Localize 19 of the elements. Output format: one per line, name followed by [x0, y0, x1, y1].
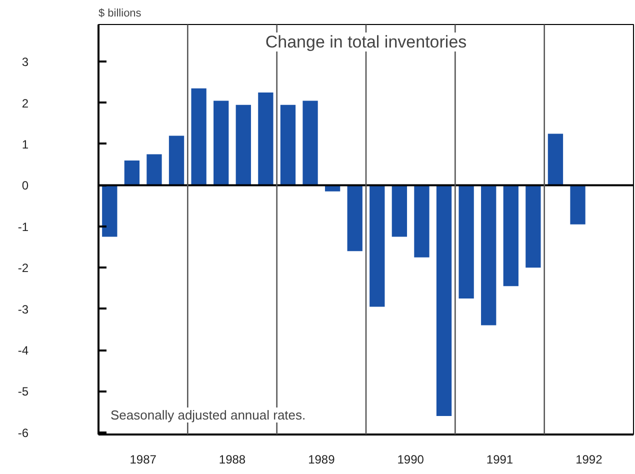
y-tick-label: 0 [22, 178, 29, 193]
text: Change in total inventories [265, 32, 467, 52]
x-tick-label: 1992 [576, 452, 603, 466]
x-tick-label: 1988 [218, 452, 246, 466]
y-axis-title: $ billions [98, 8, 142, 20]
y-tick-label: -6 [18, 426, 29, 440]
y-tick-label: -4 [18, 344, 29, 358]
y-tick-label: -2 [18, 261, 29, 276]
y-tick-label: 1 [22, 137, 29, 152]
x-tick-label: 1987 [130, 452, 157, 466]
y-tick-label: 3 [22, 55, 29, 70]
y-tick-label: 2 [22, 96, 29, 110]
x-tick-label: 1991 [486, 452, 514, 466]
x-tick-label: 1990 [397, 452, 424, 466]
y-tick-label: -5 [18, 384, 29, 399]
y-tick-label: -1 [18, 220, 29, 234]
y-tick-label: -3 [18, 302, 29, 316]
annotation: Seasonally adjusted annual rates. [110, 408, 306, 422]
x-tick-label: 1989 [308, 452, 336, 466]
